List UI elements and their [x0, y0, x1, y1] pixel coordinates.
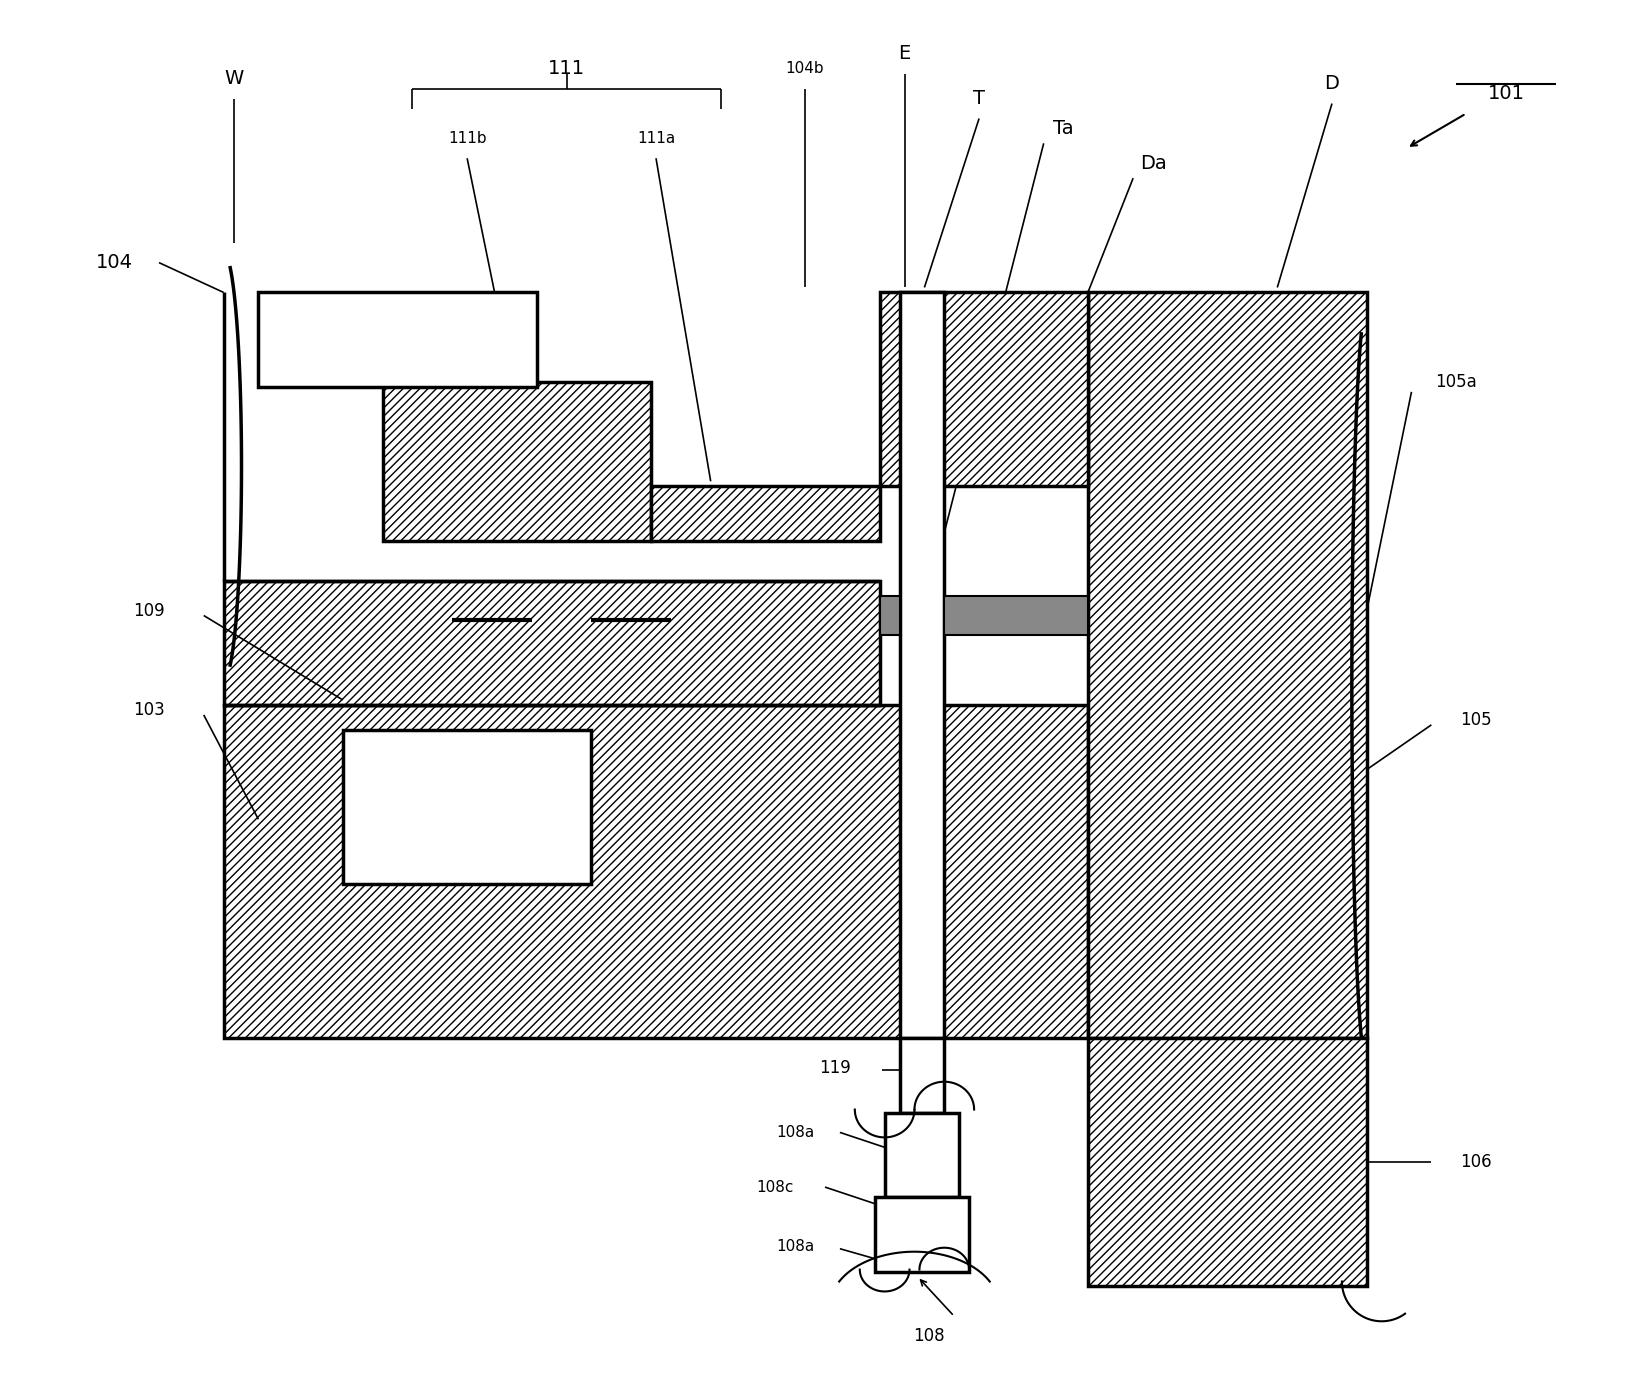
Text: 109: 109 [134, 602, 165, 620]
Bar [880, 293, 1088, 486]
Bar [900, 1037, 944, 1113]
Text: 108a: 108a [776, 1126, 814, 1140]
Text: E: E [898, 45, 911, 63]
Bar [259, 293, 537, 386]
Bar [944, 595, 1088, 636]
Bar [343, 729, 591, 883]
Text: 105a: 105a [1435, 372, 1478, 391]
Text: 106: 106 [1459, 1154, 1493, 1172]
Bar [900, 293, 944, 1037]
Text: 108: 108 [913, 1327, 944, 1345]
Text: 111: 111 [548, 59, 584, 78]
Text: W: W [225, 69, 243, 88]
Text: 108c: 108c [756, 1180, 794, 1194]
Text: Da: Da [1139, 154, 1166, 172]
Text: 104b: 104b [786, 62, 824, 76]
Text: 108a: 108a [776, 1239, 814, 1254]
Text: 103: 103 [134, 701, 165, 720]
Bar [1088, 293, 1367, 1037]
Bar [875, 1197, 969, 1271]
Text: 105: 105 [1459, 711, 1493, 729]
Text: 111b: 111b [447, 130, 487, 146]
Bar [383, 382, 650, 540]
Bar [885, 1113, 959, 1197]
Text: D: D [1324, 74, 1339, 94]
Text: 119: 119 [819, 1058, 850, 1077]
Text: 111a: 111a [637, 130, 675, 146]
Bar [1088, 1037, 1367, 1287]
Bar [223, 706, 1088, 1037]
Text: 101: 101 [1488, 84, 1524, 104]
Text: T: T [972, 90, 986, 108]
Bar [650, 486, 880, 540]
Bar [880, 595, 900, 636]
Text: 104: 104 [96, 253, 132, 272]
Text: Ta: Ta [1053, 119, 1073, 139]
Bar [223, 581, 880, 706]
